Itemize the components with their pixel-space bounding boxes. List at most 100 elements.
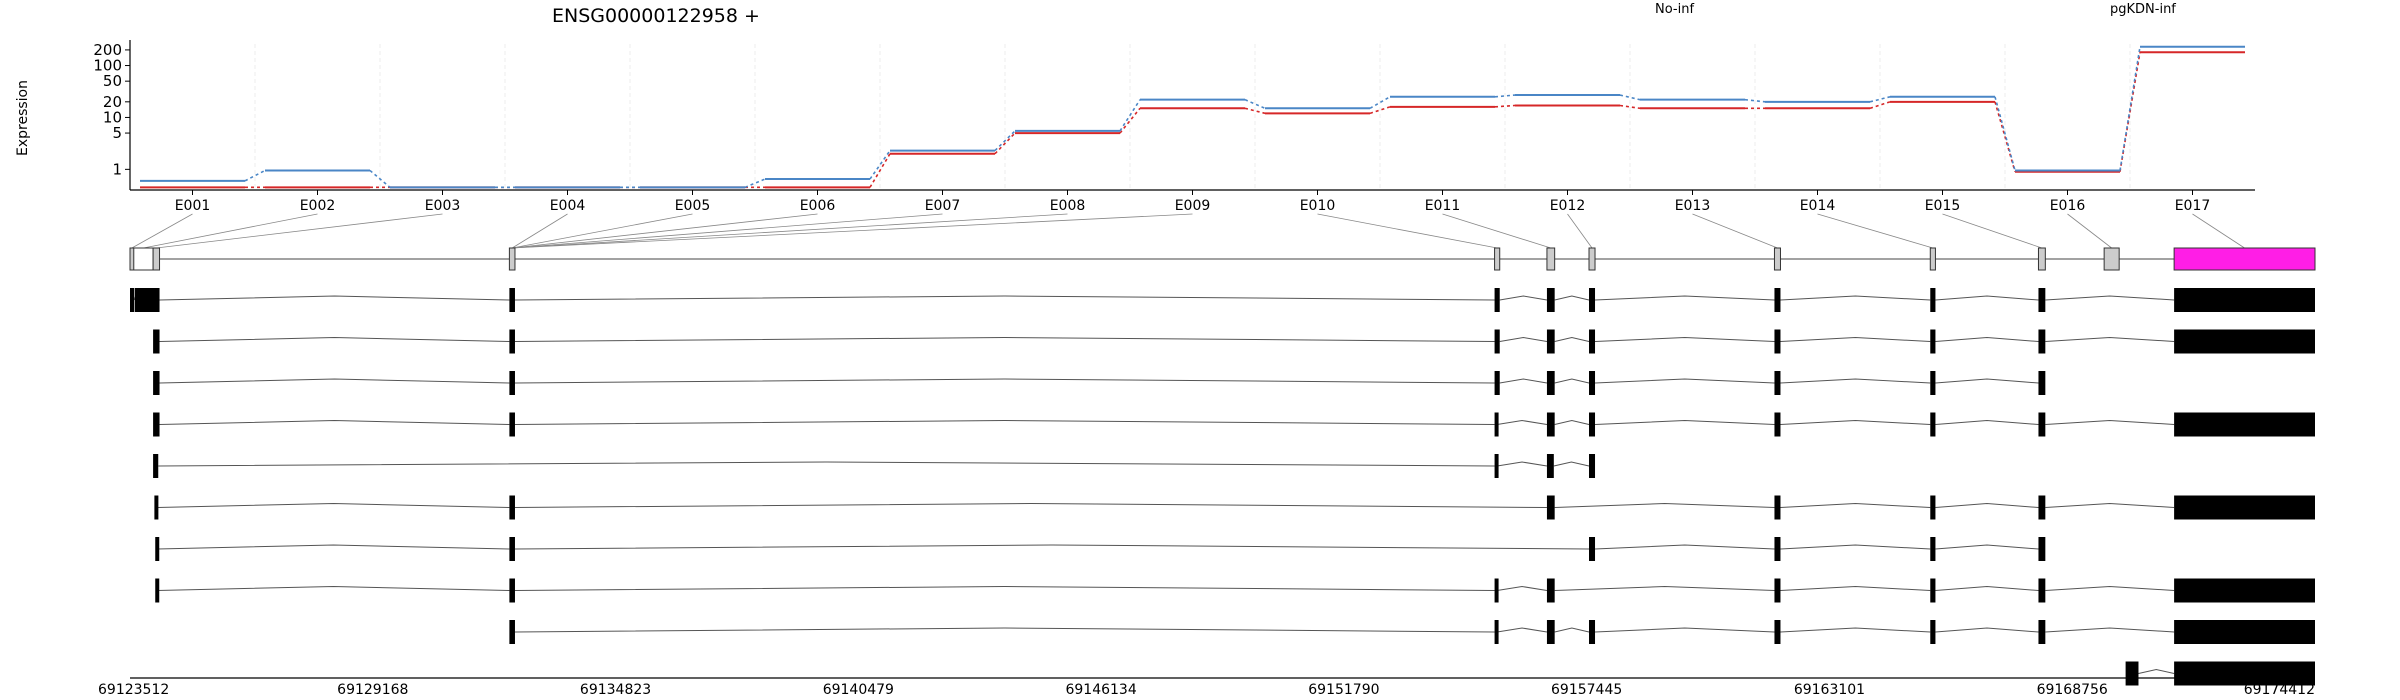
genome-tick-label: 69163101 bbox=[1794, 682, 1865, 698]
x-tick-label: E003 bbox=[425, 198, 461, 214]
series-connector bbox=[1994, 101, 2016, 172]
transcript-exon bbox=[509, 537, 515, 561]
transcript-exon bbox=[1494, 371, 1500, 395]
series-connector bbox=[994, 132, 1016, 155]
exon-connector-line bbox=[1567, 213, 1593, 249]
transcript-exon bbox=[1494, 620, 1499, 644]
transcript-exon bbox=[1930, 371, 1936, 395]
series-connector bbox=[1244, 98, 1266, 110]
transcript-exon bbox=[509, 329, 515, 354]
exon-connector-line bbox=[1692, 213, 1778, 249]
transcript-exon bbox=[509, 578, 515, 603]
transcript-intron bbox=[514, 378, 1495, 384]
transcript-intron bbox=[157, 502, 510, 508]
transcript-exon bbox=[2174, 288, 2315, 312]
transcript-exon bbox=[155, 537, 160, 561]
transcript-exon bbox=[1589, 454, 1596, 478]
transcript-exon bbox=[2038, 371, 2046, 395]
series-connector bbox=[1994, 96, 2016, 171]
exon-connector-line bbox=[131, 213, 193, 249]
transcript-intron bbox=[514, 336, 1495, 342]
transcript-exon bbox=[2174, 495, 2315, 520]
transcript-exon bbox=[1546, 495, 1555, 520]
transcript-intron bbox=[1554, 378, 1590, 384]
transcript-intron bbox=[1935, 336, 2039, 342]
x-tick-label: E017 bbox=[2175, 198, 2211, 214]
series-connector bbox=[1494, 104, 1516, 108]
genome-tick-label: 69140479 bbox=[823, 682, 894, 698]
transcript-exon bbox=[153, 329, 160, 354]
gene-model-exon bbox=[2173, 247, 2316, 271]
transcript-intron bbox=[1497, 461, 1548, 467]
transcript-intron bbox=[1935, 585, 2039, 591]
series-connector bbox=[744, 178, 766, 189]
y-tick-label: 100 bbox=[93, 57, 122, 75]
transcript-exon bbox=[1930, 329, 1936, 354]
transcript-intron bbox=[1935, 544, 2039, 550]
transcript-exon bbox=[1930, 288, 1936, 312]
x-tick-label: E005 bbox=[675, 198, 711, 214]
transcript-intron bbox=[2138, 668, 2175, 674]
transcript-intron bbox=[1780, 378, 1931, 384]
exon-connector-line bbox=[156, 213, 443, 249]
transcript-intron bbox=[514, 419, 1495, 425]
genome-tick-label: 69146134 bbox=[1065, 682, 1136, 698]
exon-connector-line bbox=[2067, 213, 2112, 249]
gene-model-exon bbox=[1773, 247, 1781, 271]
genome-tick-label: 69123512 bbox=[98, 682, 169, 698]
gene-model-exon bbox=[133, 247, 154, 271]
transcript-exon bbox=[2038, 620, 2046, 644]
series-connector bbox=[1369, 96, 1391, 109]
transcript-intron bbox=[1935, 627, 2039, 633]
transcript-exon bbox=[2038, 537, 2046, 561]
transcript-exon bbox=[1589, 620, 1596, 644]
transcript-exon bbox=[2174, 412, 2315, 437]
series-connector bbox=[1119, 99, 1141, 132]
transcript-intron bbox=[1780, 544, 1931, 550]
transcript-exon bbox=[2038, 495, 2046, 520]
transcript-exon bbox=[153, 412, 160, 437]
gene-model-exon bbox=[1588, 247, 1596, 271]
x-tick-label: E012 bbox=[1550, 198, 1586, 214]
transcript-intron bbox=[514, 295, 1495, 301]
transcript-intron bbox=[1499, 295, 1548, 301]
transcript-row bbox=[153, 371, 2046, 395]
transcript-intron bbox=[1935, 295, 2039, 301]
transcript-intron bbox=[157, 544, 510, 550]
transcript-intron bbox=[159, 336, 510, 342]
x-tick-label: E010 bbox=[1300, 198, 1336, 214]
transcript-intron bbox=[1595, 419, 1775, 425]
transcript-intron bbox=[159, 419, 510, 425]
transcript-row bbox=[155, 578, 2315, 603]
transcript-exon bbox=[2038, 288, 2046, 312]
gene-model-exon bbox=[2037, 247, 2046, 271]
x-tick-label: E007 bbox=[925, 198, 961, 214]
transcript-intron bbox=[1554, 585, 1775, 591]
series-group bbox=[140, 45, 2245, 189]
transcript-exon bbox=[2174, 578, 2315, 603]
exon-connector-line bbox=[512, 213, 818, 249]
transcript-exon bbox=[1546, 412, 1555, 437]
transcript-exon bbox=[1546, 371, 1555, 395]
series-connector bbox=[994, 130, 1016, 152]
transcript-exon bbox=[1589, 371, 1596, 395]
series-connector bbox=[244, 169, 266, 182]
transcript-intron bbox=[1554, 295, 1590, 301]
transcript-intron bbox=[514, 544, 1590, 550]
transcript-intron bbox=[2045, 419, 2175, 425]
exon-connector-line bbox=[512, 213, 943, 249]
gene-model-track bbox=[129, 247, 2316, 271]
transcript-intron bbox=[1554, 502, 1775, 508]
x-tick-label: E014 bbox=[1800, 198, 1836, 214]
transcript-intron bbox=[1554, 627, 1590, 633]
transcript-exon bbox=[1546, 454, 1554, 478]
transcript-exon bbox=[1589, 329, 1596, 354]
transcript-intron bbox=[1935, 378, 2039, 384]
transcript-exon bbox=[1930, 537, 1936, 561]
gene-model-exon bbox=[1494, 247, 1501, 271]
transcript-exon bbox=[509, 412, 515, 437]
transcript-intron bbox=[1595, 544, 1775, 550]
transcript-exon bbox=[1546, 620, 1555, 644]
transcript-exon bbox=[509, 495, 515, 520]
